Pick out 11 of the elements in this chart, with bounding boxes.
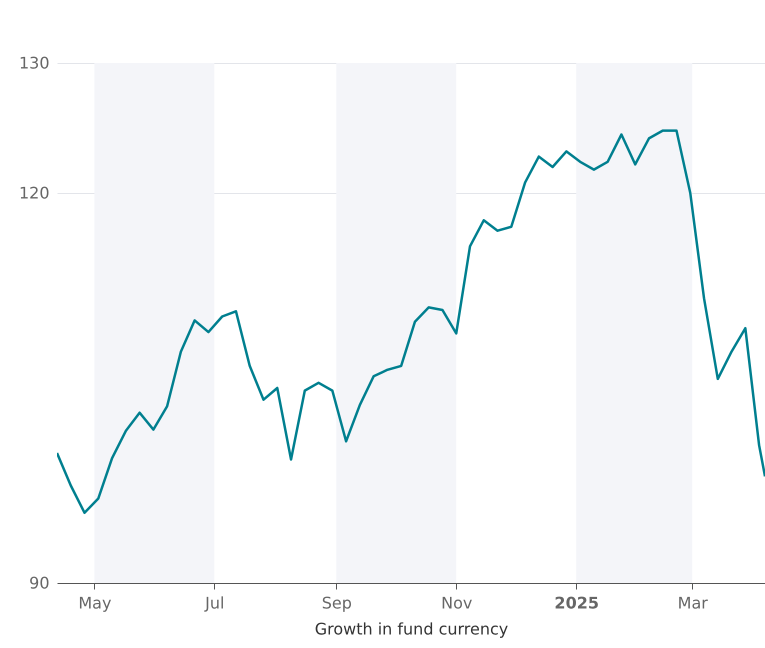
y-tick-label: 90 [29,574,50,592]
y-tick-label: 120 [18,184,50,202]
line-series [57,129,765,514]
x-tick-label: 2025 [554,594,599,612]
x-tick-label: Jul [204,594,224,612]
x-tick-label: Sep [322,594,352,612]
y-tick-label: 130 [18,54,50,72]
x-tick-label: Nov [441,594,472,612]
x-tick-label: Mar [678,594,708,612]
x-tick-label: May [78,594,112,612]
x-axis-title: Growth in fund currency [314,620,508,638]
